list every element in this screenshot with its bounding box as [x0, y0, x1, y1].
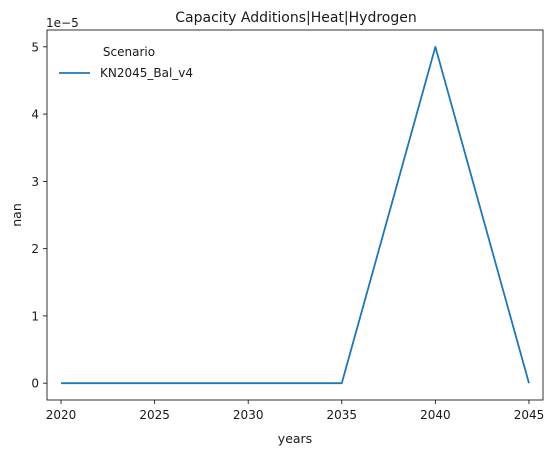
y-tick-label: 4	[31, 108, 39, 122]
x-tick-label: 2030	[233, 408, 264, 422]
x-tick-label: 2025	[139, 408, 170, 422]
y-tick-label: 2	[31, 242, 39, 256]
legend-label-kn2045-bal-v4: KN2045_Bal_v4	[100, 66, 193, 80]
plot-area	[61, 45, 530, 385]
y-tick-label: 0	[31, 377, 39, 391]
x-tick-label: 2035	[327, 408, 358, 422]
x-tick-label: 2045	[514, 408, 545, 422]
plot-frame	[46, 29, 544, 401]
series-line-kn2045-bal-v4	[61, 45, 530, 385]
y-axis: 0 1 2 3 4 5	[31, 40, 47, 391]
y-multiplier-label: 1e−5	[46, 16, 79, 30]
x-axis-label: years	[278, 431, 312, 446]
x-tick-label: 2020	[46, 408, 77, 422]
y-tick-label: 3	[31, 175, 39, 189]
y-tick-label: 5	[31, 40, 39, 54]
legend-title: Scenario	[103, 45, 155, 59]
x-tick-label: 2040	[420, 408, 451, 422]
chart-title: Capacity Additions|Heat|Hydrogen	[175, 10, 416, 26]
x-axis: 2020 2025 2030 2035 2040 2045	[46, 400, 544, 422]
y-axis-label: nan	[9, 203, 24, 227]
legend: Scenario KN2045_Bal_v4	[59, 45, 193, 80]
y-tick-label: 1	[31, 309, 39, 323]
